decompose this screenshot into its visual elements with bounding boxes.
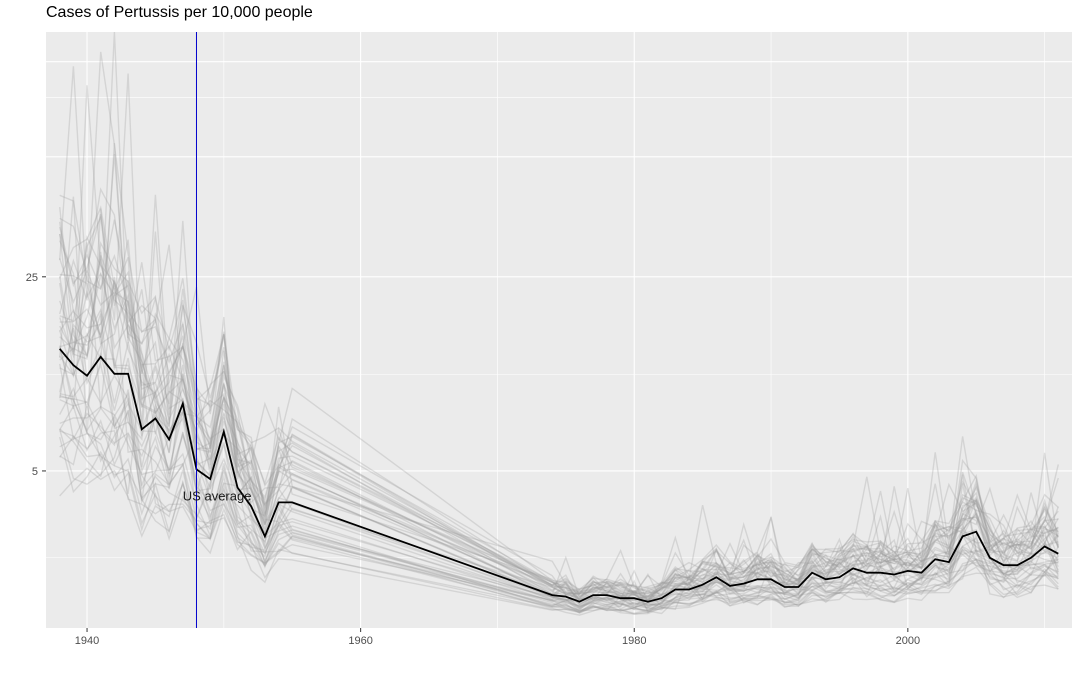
state-series-line xyxy=(59,85,1059,599)
state-series-line xyxy=(59,31,1059,604)
state-series-line xyxy=(59,430,1059,616)
state-series-line xyxy=(59,154,1059,596)
x-tick-label: 2000 xyxy=(896,635,920,647)
plot-panel xyxy=(46,32,1072,628)
state-series-line xyxy=(59,233,1059,598)
state-series-line xyxy=(59,363,1059,613)
state-series-line xyxy=(59,467,1059,615)
state-series-line xyxy=(59,273,1059,593)
state-series-line xyxy=(59,214,1059,595)
state-series-line xyxy=(59,221,1059,602)
state-series-line xyxy=(59,374,1059,608)
state-series-line xyxy=(59,242,1059,610)
state-series-line xyxy=(59,281,1059,599)
state-series-line xyxy=(59,73,1059,600)
x-tick-label: 1980 xyxy=(622,635,646,647)
state-series-line xyxy=(59,323,1059,609)
state-series-line xyxy=(59,405,1059,611)
state-series-line xyxy=(59,194,1059,603)
x-tick-label: 1940 xyxy=(75,635,99,647)
state-series-line xyxy=(59,233,1059,598)
state-series-line xyxy=(59,51,1059,602)
x-tick-label: 1960 xyxy=(348,635,372,647)
state-series-line xyxy=(59,436,1059,615)
state-series-line xyxy=(59,389,1059,613)
state-series-line xyxy=(59,406,1059,614)
state-series-line xyxy=(59,362,1059,612)
us-average-annotation: US average xyxy=(183,488,252,503)
state-series-line xyxy=(59,220,1059,603)
state-series-line xyxy=(59,300,1059,602)
state-series-line xyxy=(59,404,1059,611)
state-series-line xyxy=(59,255,1059,596)
state-series-line xyxy=(59,276,1059,608)
state-series-line xyxy=(59,328,1059,607)
state-lines xyxy=(59,31,1059,616)
chart-title: Cases of Pertussis per 10,000 people xyxy=(46,4,313,21)
state-series-line xyxy=(59,241,1059,596)
y-tick-label: 25 xyxy=(26,272,38,284)
state-series-line xyxy=(59,280,1059,601)
state-series-line xyxy=(59,258,1059,603)
state-series-line xyxy=(59,66,1059,594)
state-series-line xyxy=(59,187,1059,600)
state-series-line xyxy=(59,142,1059,607)
state-series-line xyxy=(59,196,1059,607)
state-series-line xyxy=(59,410,1059,615)
state-series-line xyxy=(59,205,1059,602)
y-tick-label: 5 xyxy=(32,466,38,478)
us-average-line xyxy=(59,348,1059,603)
state-series-line xyxy=(59,194,1059,598)
state-series-line xyxy=(59,394,1059,614)
state-series-line xyxy=(59,417,1059,612)
